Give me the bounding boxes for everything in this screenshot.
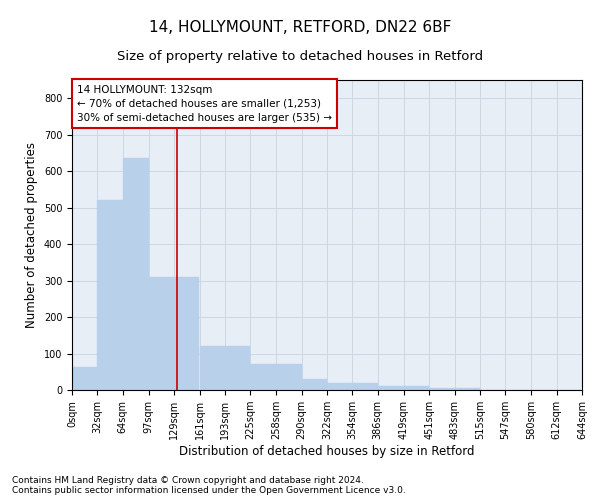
Bar: [199, 346, 225, 390]
Y-axis label: Number of detached properties: Number of detached properties: [25, 142, 38, 328]
Bar: [72, 368, 97, 390]
Bar: [302, 379, 327, 390]
X-axis label: Distribution of detached houses by size in Retford: Distribution of detached houses by size …: [179, 445, 475, 458]
Bar: [429, 388, 455, 390]
Bar: [174, 277, 199, 390]
Bar: [277, 364, 302, 390]
Bar: [250, 364, 277, 390]
Text: Contains HM Land Registry data © Crown copyright and database right 2024.
Contai: Contains HM Land Registry data © Crown c…: [12, 476, 406, 495]
Bar: [97, 200, 122, 390]
Bar: [404, 386, 429, 390]
Bar: [149, 277, 174, 390]
Text: 14, HOLLYMOUNT, RETFORD, DN22 6BF: 14, HOLLYMOUNT, RETFORD, DN22 6BF: [149, 20, 451, 35]
Text: 14 HOLLYMOUNT: 132sqm
← 70% of detached houses are smaller (1,253)
30% of semi-d: 14 HOLLYMOUNT: 132sqm ← 70% of detached …: [77, 84, 332, 122]
Bar: [327, 382, 352, 390]
Bar: [352, 382, 377, 390]
Bar: [455, 388, 480, 390]
Bar: [225, 346, 250, 390]
Bar: [377, 386, 404, 390]
Bar: [122, 158, 149, 390]
Text: Size of property relative to detached houses in Retford: Size of property relative to detached ho…: [117, 50, 483, 63]
